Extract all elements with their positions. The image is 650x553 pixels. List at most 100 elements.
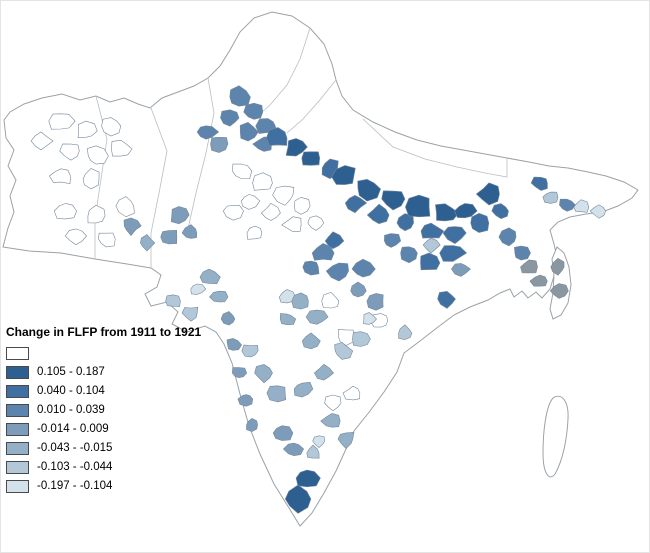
district-c0	[48, 168, 71, 185]
district-c0	[115, 196, 135, 218]
district-c6	[165, 294, 181, 307]
district-c4	[226, 338, 243, 351]
district-c3	[239, 122, 259, 142]
district-c2	[266, 127, 288, 146]
district-c3	[498, 227, 517, 247]
legend-label: 0.105 - 0.187	[37, 366, 105, 378]
legend-swatch	[6, 441, 29, 455]
district-c4	[237, 394, 254, 407]
district-c0	[64, 228, 88, 246]
district-c7	[589, 204, 607, 219]
district-c3	[351, 258, 376, 278]
district-c4	[181, 224, 198, 239]
district-c5	[293, 381, 314, 398]
district-c2	[439, 245, 468, 262]
district-c5	[314, 363, 334, 381]
district-c0	[59, 143, 80, 161]
district-c3	[196, 125, 220, 140]
district-c5	[301, 332, 321, 350]
district-gray	[549, 283, 569, 299]
district-c3	[514, 245, 531, 261]
legend-swatch	[6, 460, 29, 474]
district-gray	[550, 258, 565, 276]
district-c4	[366, 293, 384, 311]
district-c4	[246, 417, 258, 432]
district-c6	[542, 191, 559, 204]
district-c0	[338, 329, 357, 346]
district-c2	[530, 176, 548, 191]
district-c1	[381, 190, 406, 211]
district-c6	[398, 324, 413, 340]
legend-swatch	[6, 479, 29, 493]
district-c5	[254, 364, 273, 384]
district-c3	[243, 102, 264, 120]
district-c1	[285, 138, 308, 157]
district-c2	[366, 203, 390, 225]
district-c4	[451, 263, 471, 277]
legend-row: 0.040 - 0.104	[6, 384, 201, 398]
district-c4	[282, 442, 304, 457]
district-gray	[529, 274, 548, 287]
district-c7	[278, 289, 296, 304]
district-c4	[220, 311, 236, 326]
district-c0	[101, 117, 122, 137]
district-c0	[294, 197, 311, 215]
legend-label: -0.197 - -0.104	[37, 480, 113, 492]
district-c5	[140, 234, 156, 252]
district-c5	[320, 413, 341, 428]
district-c6	[306, 444, 320, 459]
legend-row: 0.010 - 0.039	[6, 403, 201, 417]
district-c0	[260, 203, 281, 221]
district-c1	[357, 178, 381, 202]
district-c0	[82, 168, 100, 190]
district-c2	[344, 195, 368, 214]
district-c4	[160, 230, 178, 245]
district-c0	[232, 163, 253, 179]
district-c0	[281, 216, 302, 233]
legend-label: -0.043 - -0.015	[37, 442, 113, 454]
district-c1	[284, 484, 312, 514]
legend-row: -0.014 - 0.009	[6, 422, 201, 436]
legend-label: -0.103 - -0.044	[37, 461, 113, 473]
district-c1	[475, 182, 500, 206]
district-c0	[87, 204, 106, 224]
district-c4	[231, 367, 248, 379]
district-c0	[252, 172, 273, 191]
districts-layer	[30, 85, 607, 514]
legend-row: -0.103 - -0.044	[6, 460, 201, 474]
legend-swatch	[6, 365, 29, 379]
province-border-line	[253, 27, 311, 120]
legend-row	[6, 346, 201, 360]
arakan-coast-outline	[549, 246, 572, 320]
district-c7	[312, 435, 326, 448]
district-c0	[77, 120, 98, 139]
legend-swatch	[6, 384, 29, 398]
district-c0	[324, 394, 342, 412]
map-legend: Change in FLFP from 1911 to 1921 0.105 -…	[6, 325, 201, 498]
district-c2	[437, 290, 456, 309]
district-c5	[266, 385, 287, 403]
district-c5	[199, 268, 221, 285]
district-c3	[325, 262, 349, 282]
legend-title: Change in FLFP from 1911 to 1921	[6, 325, 202, 339]
district-c4	[210, 136, 229, 153]
district-c3	[220, 109, 240, 127]
district-c3	[302, 260, 320, 276]
district-c0	[272, 185, 295, 206]
district-c5	[209, 290, 229, 303]
district-c5	[291, 292, 309, 310]
district-c2	[442, 226, 467, 244]
legend-label: 0.040 - 0.104	[37, 385, 105, 397]
district-c3	[229, 85, 251, 107]
district-c0	[321, 291, 340, 309]
district-c0	[111, 139, 133, 157]
district-c5	[305, 309, 329, 325]
district-c0	[222, 205, 244, 221]
province-border-line	[362, 118, 508, 178]
district-gray	[520, 259, 538, 274]
legend-swatch	[6, 422, 29, 436]
district-c0	[246, 225, 263, 240]
province-border-line	[286, 79, 337, 134]
